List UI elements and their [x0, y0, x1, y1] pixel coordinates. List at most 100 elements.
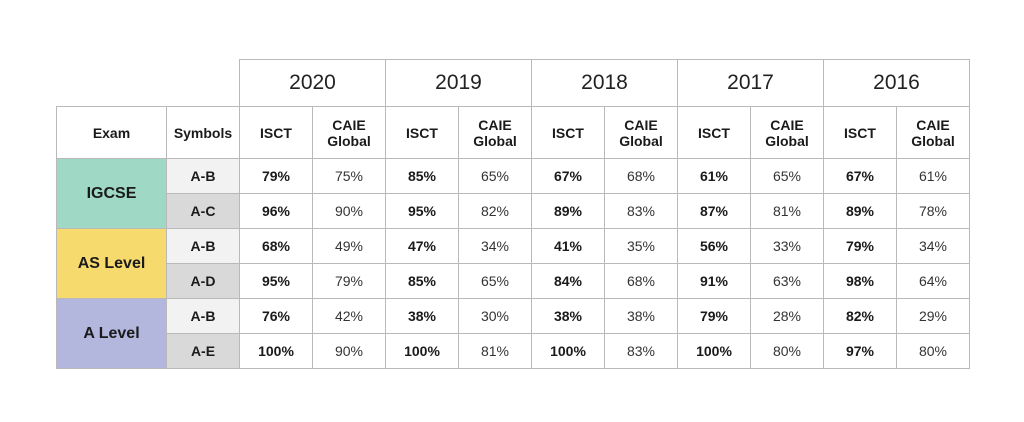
caie-value-cell: 81%	[458, 333, 532, 369]
caie-value-cell: 68%	[604, 158, 678, 194]
table-row: A-C 96% 90% 95% 82% 89% 83% 87% 81% 89% 78%	[57, 193, 970, 229]
isct-value-cell: 100%	[531, 333, 605, 369]
caie-value-cell: 29%	[896, 298, 970, 334]
isct-value-cell: 47%	[385, 228, 459, 264]
symbol-cell: A-D	[166, 263, 240, 299]
symbol-cell: A-B	[166, 228, 240, 264]
caie-value-cell: 90%	[312, 193, 386, 229]
caie-value-cell: 61%	[896, 158, 970, 194]
isct-value-cell: 38%	[385, 298, 459, 334]
isct-value-cell: 100%	[385, 333, 459, 369]
isct-value-cell: 68%	[239, 228, 313, 264]
isct-value-cell: 100%	[239, 333, 313, 369]
symbol-cell: A-C	[166, 193, 240, 229]
isct-value-cell: 97%	[823, 333, 897, 369]
exam-name-cell: IGCSE	[56, 158, 167, 229]
isct-value-cell: 95%	[385, 193, 459, 229]
caie-header-line1: CAIE	[770, 116, 804, 133]
caie-value-cell: 83%	[604, 193, 678, 229]
caie-value-cell: 82%	[458, 193, 532, 229]
caie-header-line1: CAIE	[624, 116, 658, 133]
caie-value-cell: 78%	[896, 193, 970, 229]
caie-value-cell: 68%	[604, 263, 678, 299]
symbol-cell: A-B	[166, 298, 240, 334]
isct-value-cell: 67%	[823, 158, 897, 194]
caie-value-cell: 49%	[312, 228, 386, 264]
isct-value-cell: 41%	[531, 228, 605, 264]
isct-value-cell: 87%	[677, 193, 751, 229]
caie-header-line2: Global	[911, 132, 955, 149]
isct-header: ISCT	[823, 106, 897, 159]
caie-value-cell: 28%	[750, 298, 824, 334]
caie-global-header: CAIE Global	[750, 106, 824, 159]
caie-value-cell: 75%	[312, 158, 386, 194]
caie-value-cell: 81%	[750, 193, 824, 229]
isct-value-cell: 96%	[239, 193, 313, 229]
exam-name-cell: A Level	[56, 298, 167, 369]
year-header: 2019	[385, 59, 532, 107]
caie-global-header: CAIE Global	[312, 106, 386, 159]
caie-value-cell: 65%	[750, 158, 824, 194]
caie-value-cell: 63%	[750, 263, 824, 299]
column-header-row: Exam Symbols ISCT CAIE Global ISCT CAIE Gl…	[56, 106, 970, 159]
caie-value-cell: 65%	[458, 263, 532, 299]
symbols-header: Symbols	[166, 106, 240, 159]
caie-value-cell: 80%	[896, 333, 970, 369]
year-header: 2020	[239, 59, 386, 107]
table-row: AS Level A-B 68% 49% 47% 34% 41% 35% 56% 33% 79% 34…	[56, 228, 970, 299]
year-header: 2016	[823, 59, 970, 107]
caie-value-cell: 33%	[750, 228, 824, 264]
caie-header-line2: Global	[765, 132, 809, 149]
isct-value-cell: 79%	[677, 298, 751, 334]
caie-header-line2: Global	[327, 132, 371, 149]
caie-header-line2: Global	[473, 132, 517, 149]
table-row: A Level A-B 76% 42% 38% 30% 38% 38% 79% 28% 82% 29%	[56, 298, 970, 369]
isct-value-cell: 79%	[239, 158, 313, 194]
caie-value-cell: 30%	[458, 298, 532, 334]
isct-value-cell: 85%	[385, 158, 459, 194]
isct-value-cell: 85%	[385, 263, 459, 299]
exam-name-cell: AS Level	[56, 228, 167, 299]
year-header-row: 2020 2019 2018 2017 2016	[57, 59, 970, 107]
caie-value-cell: 65%	[458, 158, 532, 194]
caie-value-cell: 80%	[750, 333, 824, 369]
isct-header: ISCT	[385, 106, 459, 159]
isct-value-cell: 89%	[531, 193, 605, 229]
caie-global-header: CAIE Global	[458, 106, 532, 159]
table-row: A-E 100% 90% 100% 81% 100% 83% 100% 80% 97% 80%	[57, 333, 970, 369]
isct-value-cell: 82%	[823, 298, 897, 334]
isct-header: ISCT	[531, 106, 605, 159]
symbol-cell: A-B	[166, 158, 240, 194]
isct-value-cell: 100%	[677, 333, 751, 369]
caie-header-line1: CAIE	[916, 116, 950, 133]
caie-value-cell: 79%	[312, 263, 386, 299]
caie-value-cell: 35%	[604, 228, 678, 264]
isct-value-cell: 56%	[677, 228, 751, 264]
caie-value-cell: 83%	[604, 333, 678, 369]
isct-value-cell: 95%	[239, 263, 313, 299]
year-header: 2018	[531, 59, 678, 107]
caie-value-cell: 90%	[312, 333, 386, 369]
table-row: IGCSE A-B 79% 75% 85% 65% 67% 68% 61% 65% 67% 61%	[56, 158, 970, 229]
caie-value-cell: 34%	[458, 228, 532, 264]
isct-value-cell: 61%	[677, 158, 751, 194]
isct-value-cell: 79%	[823, 228, 897, 264]
caie-header-line1: CAIE	[478, 116, 512, 133]
caie-value-cell: 38%	[604, 298, 678, 334]
isct-value-cell: 38%	[531, 298, 605, 334]
caie-global-header: CAIE Global	[604, 106, 678, 159]
table-row: A-D 95% 79% 85% 65% 84% 68% 91% 63% 98% 64%	[57, 263, 970, 299]
caie-header-line1: CAIE	[332, 116, 366, 133]
isct-value-cell: 76%	[239, 298, 313, 334]
exam-header: Exam	[56, 106, 167, 159]
isct-header: ISCT	[239, 106, 313, 159]
caie-header-line2: Global	[619, 132, 663, 149]
corner-blank	[57, 60, 240, 107]
caie-value-cell: 42%	[312, 298, 386, 334]
caie-global-header: CAIE Global	[896, 106, 970, 159]
year-header: 2017	[677, 59, 824, 107]
isct-value-cell: 91%	[677, 263, 751, 299]
isct-value-cell: 84%	[531, 263, 605, 299]
caie-value-cell: 34%	[896, 228, 970, 264]
results-table: 2020 2019 2018 2017 2016 Exam Symbols IS…	[56, 59, 970, 369]
